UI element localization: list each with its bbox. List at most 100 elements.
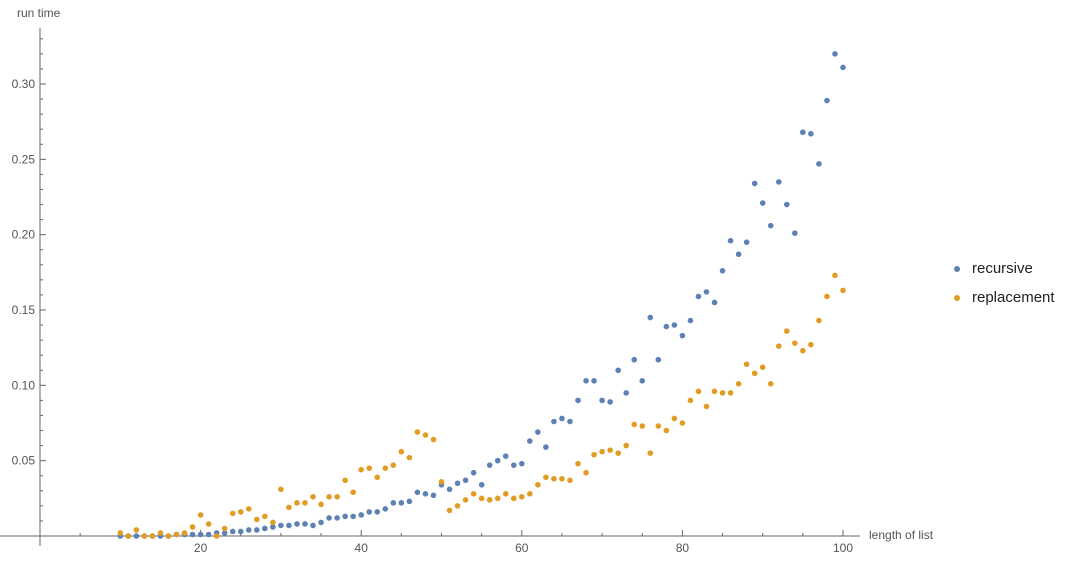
point-replacement [446,507,453,514]
point-recursive [350,513,356,520]
point-replacement [478,495,485,502]
point-replacement [438,478,445,485]
point-recursive [478,481,485,488]
point-recursive [334,515,340,521]
point-recursive [254,527,260,533]
point-recursive [567,418,573,425]
point-recursive [527,438,533,444]
point-recursive [639,378,646,384]
point-replacement [567,477,573,484]
y-axis-title: run time [17,6,61,20]
point-replacement [374,474,381,481]
point-recursive [286,522,292,529]
point-replacement [543,474,549,481]
point-recursive [326,515,332,521]
point-replacement [759,364,766,371]
point-recursive [502,453,509,459]
point-replacement [237,509,244,515]
point-replacement [808,341,814,348]
point-replacement [302,500,308,506]
point-replacement [406,454,413,461]
point-replacement [599,448,605,455]
point-replacement [422,432,429,438]
point-replacement [229,510,236,517]
point-recursive [462,477,469,484]
point-recursive [647,314,654,321]
point-replacement [502,491,509,497]
point-replacement [326,494,332,500]
x-tick-label: 80 [676,541,690,555]
point-replacement [470,491,477,497]
point-replacement [254,516,260,523]
point-recursive [358,512,365,518]
axes [0,28,860,546]
point-recursive [599,397,605,404]
point-recursive [278,522,284,529]
point-replacement [751,370,758,377]
point-recursive [519,460,525,467]
point-recursive [422,491,429,497]
point-replacement [221,525,228,532]
point-replacement [615,450,621,456]
point-replacement [719,390,726,396]
y-tick-label: 0.25 [12,152,36,166]
point-recursive [245,527,252,533]
point-recursive [832,51,838,57]
point-replacement [510,495,517,502]
x-tick-label: 20 [194,541,208,555]
point-replacement [262,513,268,520]
point-replacement [278,486,284,493]
point-replacement [743,361,750,368]
point-recursive [583,378,589,384]
point-replacement [711,388,718,395]
point-replacement [245,506,252,512]
point-replacement [318,501,324,508]
point-replacement [527,491,533,497]
point-replacement [350,489,356,496]
point-recursive [302,521,308,527]
point-recursive [735,251,742,258]
point-recursive [607,399,613,405]
point-recursive [398,500,405,506]
point-recursive [703,289,710,295]
point-recursive [775,179,782,185]
x-tick-label: 100 [833,541,853,555]
point-recursive [229,528,236,535]
point-recursive [655,356,662,363]
point-recursive [342,513,348,520]
legend-label-recursive: recursive [972,260,1033,277]
point-recursive [430,492,437,499]
point-replacement [840,287,846,294]
point-recursive [759,200,766,206]
point-recursive [262,525,268,532]
point-replacement [727,390,734,396]
point-replacement [519,494,525,500]
point-replacement [430,436,437,443]
point-replacement [687,397,694,404]
point-replacement [824,293,830,300]
point-recursive [197,531,204,538]
point-recursive [824,97,830,104]
point-recursive [840,64,846,71]
legend-marker-recursive [954,265,960,272]
point-replacement [157,530,164,536]
point-replacement [125,533,132,539]
point-replacement [551,475,557,482]
point-replacement [623,442,629,449]
point-recursive [767,222,774,229]
point-recursive [510,462,517,468]
point-replacement [535,481,541,488]
point-recursive [133,533,140,539]
point-recursive [543,444,549,450]
point-replacement [189,524,196,530]
point-replacement [165,533,172,539]
y-tick-label: 0.30 [12,77,36,91]
point-recursive [743,239,750,245]
point-replacement [462,497,469,503]
point-recursive [816,161,822,167]
point-recursive [623,390,629,396]
y-tick-label: 0.15 [12,303,36,317]
point-replacement [575,460,581,467]
point-replacement [342,477,348,484]
point-recursive [591,378,597,384]
